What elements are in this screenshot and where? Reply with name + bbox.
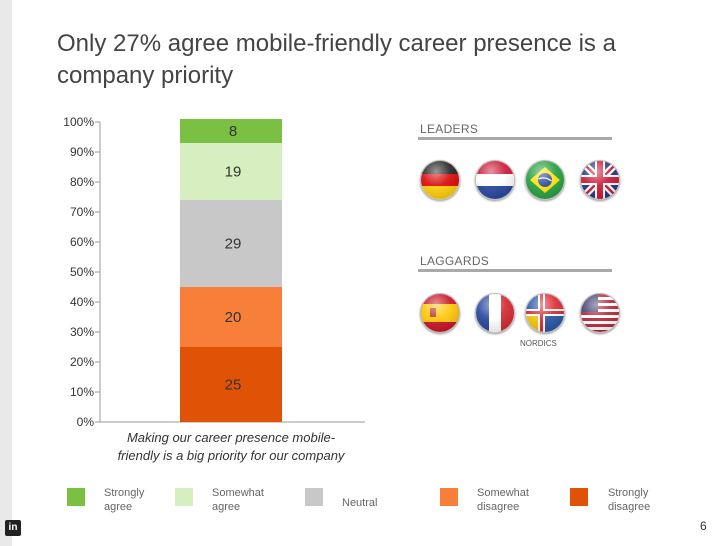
bar-data-label: 19 [225,164,242,181]
y-tick-label: 30% [70,325,94,339]
bar-segment [180,347,282,422]
linkedin-logo-icon: in [5,520,21,536]
germany-flag-icon [420,160,460,200]
legend-label: Somewhat disagree [477,487,529,513]
legend-label: Neutral [342,497,378,509]
legend-label: Strongly disagree [608,487,651,513]
legend-swatch [305,488,323,506]
leaders-label: LEADERS [420,122,479,136]
usa-flag-icon [580,293,620,333]
legend-label: Somewhat agree [212,487,264,513]
y-tick-label: 100% [63,115,94,129]
nordics-caption: NORDICS [520,339,557,348]
y-tick-label: 10% [70,385,94,399]
nordics-flag-icon [525,293,565,333]
laggards-rule [418,269,612,272]
bar-data-label: 8 [229,123,237,140]
y-tick-label: 40% [70,295,94,309]
x-category-label: Making our career presence mobile- [127,430,336,445]
bar-segment [180,119,282,143]
netherlands-flag-icon [475,160,515,200]
legend-swatch [175,488,193,506]
brazil-flag-icon [525,160,565,200]
legend-label: Strongly agree [104,487,145,513]
y-tick-label: 90% [70,145,94,159]
legend-swatch [570,488,588,506]
spain-flag-icon [420,293,460,333]
y-tick-label: 80% [70,175,94,189]
legend-swatch [67,488,85,506]
bar-segment [180,143,282,200]
bar-segment [180,200,282,287]
bar-segment [180,287,282,347]
y-tick-label: 50% [70,265,94,279]
france-flag-icon [475,293,515,333]
stacked-bar-chart: 0% 10% 20% 30% 40% 50% 60% 70% 80% 90% 100% 25 20 29 1… [63,115,365,463]
y-tick-label: 60% [70,235,94,249]
y-tick-label: 70% [70,205,94,219]
bar-data-label: 20 [225,309,242,326]
united-kingdom-flag-icon [580,160,620,200]
laggards-label: LAGGARDS [420,254,490,268]
legend-swatch [440,488,458,506]
left-margin-bar [0,0,12,546]
page-number: 6 [700,519,707,533]
x-category-label: friendly is a big priority for our compa… [118,448,346,463]
bar-data-label: 25 [225,377,242,394]
y-tick-label: 0% [77,415,95,429]
leaders-rule [418,137,612,140]
slide-title: Only 27% agree mobile-friendly career pr… [57,30,616,89]
bar-data-label: 29 [225,236,242,253]
y-tick-label: 20% [70,355,94,369]
